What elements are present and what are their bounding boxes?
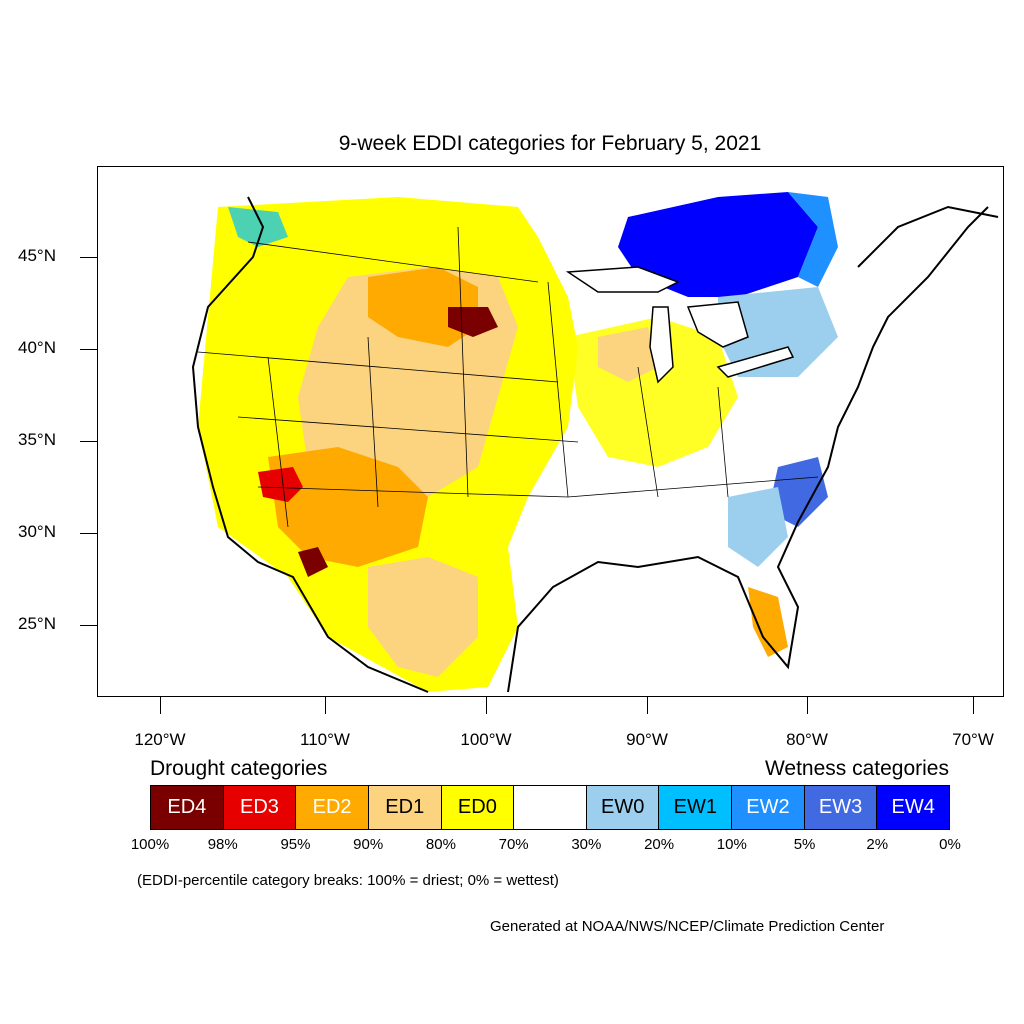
credit-line: Generated at NOAA/NWS/NCEP/Climate Predi…	[490, 918, 885, 935]
legend-cell-ew3: EW3	[804, 786, 878, 829]
ed1-region-lakes	[598, 327, 658, 382]
lon-label-80w: 80°W	[786, 730, 828, 749]
percentile-label: 95%	[280, 836, 311, 853]
ed2-region-southwest	[268, 447, 428, 567]
lat-tick	[80, 533, 97, 534]
lat-label-30n: 30°N	[18, 522, 56, 541]
lon-label-70w: 70°W	[952, 730, 994, 749]
drought-categories-title: Drought categories	[150, 757, 328, 780]
percentile-label: 0%	[939, 836, 961, 853]
legend-cell-ed2: ED2	[296, 786, 369, 829]
ed1-region-texas	[368, 557, 478, 677]
lake-huron	[686, 301, 749, 348]
legend-color-bar: ED4 ED3 ED2 ED1 ED0 EW0 EW1 EW2 EW3 EW4	[150, 785, 950, 830]
percentile-label: 90%	[353, 836, 384, 853]
lon-label-120w: 120°W	[134, 730, 186, 749]
ew3-region-carolinas	[768, 457, 828, 527]
ew2-region-ontario-edge	[788, 192, 838, 287]
legend-cell-ed3: ED3	[223, 786, 297, 829]
lake-michigan	[649, 306, 674, 384]
lat-label-35n: 35°N	[18, 430, 56, 449]
percentile-label: 100%	[130, 836, 170, 853]
legend-cell-ew4: EW4	[877, 786, 950, 829]
state-boundaries	[197, 226, 819, 528]
percentile-label: 30%	[571, 836, 602, 853]
ed4-region-south-dakota	[448, 307, 498, 337]
lat-tick	[80, 349, 97, 350]
map-title: 9-week EDDI categories for February 5, 2…	[338, 132, 762, 155]
legend-cell-ew0: EW0	[586, 786, 660, 829]
lon-tick	[325, 697, 326, 714]
percentile-label: 2%	[866, 836, 889, 853]
lat-label-40n: 40°N	[18, 338, 56, 357]
lon-label-90w: 90°W	[626, 730, 668, 749]
lake-erie	[716, 346, 795, 378]
legend-cell-ew2: EW2	[732, 786, 805, 829]
percentile-label: 20%	[644, 836, 675, 853]
percentile-label: 98%	[207, 836, 238, 853]
lon-tick	[647, 697, 648, 714]
lon-label-110w: 110°W	[300, 730, 350, 749]
percentile-label: 70%	[498, 836, 529, 853]
category-breaks-note: (EDDI-percentile category breaks: 100% =…	[137, 872, 559, 889]
percentile-label: 80%	[425, 836, 456, 853]
eddi-map	[191, 177, 999, 693]
legend-cell-ew1: EW1	[659, 786, 733, 829]
ed4-region-baja	[298, 547, 328, 577]
lon-tick	[160, 697, 161, 714]
ed3-region-arizona	[258, 467, 303, 502]
lat-label-45n: 45°N	[18, 246, 56, 265]
percentile-label: 5%	[793, 836, 816, 853]
ew1-region-northwest	[228, 207, 288, 247]
wetness-categories-title: Wetness categories	[764, 757, 949, 780]
lon-tick	[807, 697, 808, 714]
lake-superior	[565, 266, 680, 293]
lon-tick	[486, 697, 487, 714]
lat-tick	[80, 441, 97, 442]
legend-cell-ed4: ED4	[151, 786, 224, 829]
lat-tick	[80, 625, 97, 626]
white-region-southeast	[568, 467, 778, 567]
map-panel	[97, 166, 1004, 697]
ew0-region-southeast	[728, 487, 788, 567]
legend-cell-normal	[514, 786, 587, 829]
ew4-region-ontario	[618, 192, 818, 297]
lat-tick	[80, 257, 97, 258]
lon-label-100w: 100°W	[460, 730, 512, 749]
coastline	[191, 196, 989, 693]
legend-cell-ed1: ED1	[368, 786, 442, 829]
ed2-region-florida	[748, 587, 788, 657]
legend-cell-ed0: ED0	[441, 786, 515, 829]
ew0-region-northeast	[718, 287, 838, 377]
northeast-coast	[857, 205, 999, 268]
percentile-label: 10%	[716, 836, 747, 853]
lon-tick	[973, 697, 974, 714]
lat-label-25n: 25°N	[18, 614, 56, 633]
